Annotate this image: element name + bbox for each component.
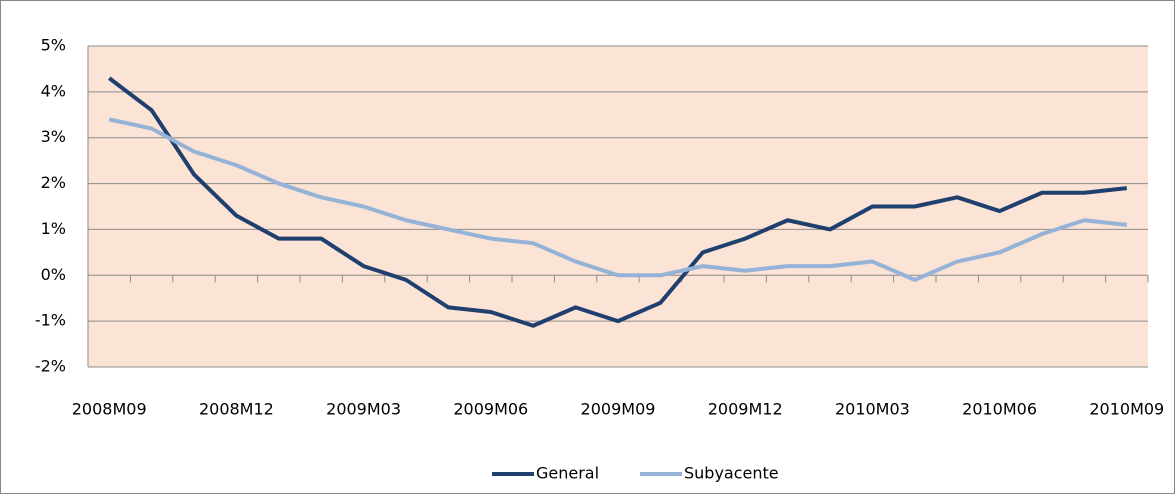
line-series <box>108 117 1128 282</box>
x-tick-label: 2010M03 <box>835 400 910 419</box>
x-tick-label: 2009M03 <box>326 400 401 419</box>
x-tick-label: 2010M06 <box>962 400 1037 419</box>
y-tick-label: 2% <box>41 173 66 192</box>
x-tick-label: 2009M12 <box>708 400 783 419</box>
x-tick-label: 2008M09 <box>72 400 147 419</box>
legend-label: Subyacente <box>684 464 779 483</box>
legend-label: General <box>536 464 599 483</box>
x-tick-label: 2008M12 <box>199 400 274 419</box>
line-series <box>107 76 1128 328</box>
x-tick-label: 2010M09 <box>1089 400 1164 419</box>
y-tick-label: 1% <box>41 219 66 238</box>
y-tick-label: 3% <box>41 127 66 146</box>
y-tick-label: 4% <box>41 81 66 100</box>
plot-area <box>88 46 1148 367</box>
y-tick-label: 0% <box>41 265 66 284</box>
y-tick-label: -2% <box>35 357 66 376</box>
x-tick-label: 2009M06 <box>453 400 528 419</box>
x-tick-label: 2009M09 <box>581 400 656 419</box>
y-tick-label: -1% <box>35 311 66 330</box>
y-tick-label: 5% <box>41 36 66 55</box>
